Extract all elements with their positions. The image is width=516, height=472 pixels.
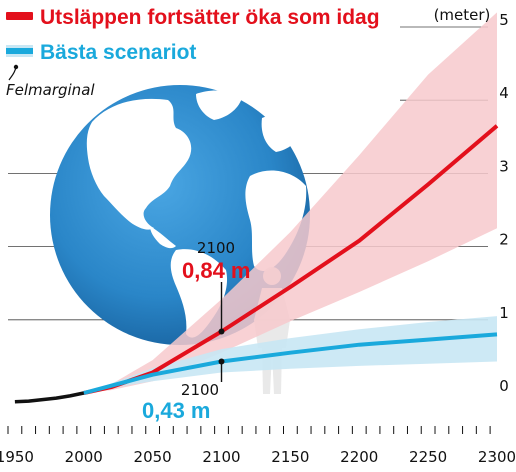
legend-margin-label: Felmarginal: [6, 81, 95, 99]
x-tick-label-2050: 2050: [134, 448, 172, 466]
y-tick-labels: 0 1 2 3 4 5: [499, 11, 509, 395]
best-annotation-value: 0,43 m: [142, 398, 211, 423]
series-layer: [14, 12, 499, 404]
y-unit-label: (meter): [434, 6, 491, 24]
high-scenario-band: [83, 12, 498, 394]
y-tick-label-2: 2: [499, 231, 509, 249]
best-annotation-year: 2100: [181, 381, 219, 399]
margin-marker-line: [8, 66, 17, 81]
high-annotation-value: 0,84 m: [182, 258, 251, 283]
y-tick-label-5: 5: [499, 11, 509, 29]
legend: Utsläppen fortsätter öka som idag Bästa …: [6, 6, 380, 99]
legend-best-label: Bästa scenariot: [40, 41, 196, 64]
x-tick-label-2200: 2200: [340, 448, 378, 466]
x-tick-label-2150: 2150: [271, 448, 309, 466]
x-tick-label-1950: 1950: [0, 448, 34, 466]
y-tick-label-3: 3: [499, 157, 509, 175]
legend-high-swatch: [6, 12, 33, 20]
x-axis: 1950 2000 2050 2100 2150 2200 2250 2300: [0, 426, 516, 466]
x-tick-label-2300: 2300: [478, 448, 516, 466]
x-tick-label-2000: 2000: [65, 448, 103, 466]
x-tick-label-2250: 2250: [409, 448, 447, 466]
y-tick-label-4: 4: [499, 84, 509, 102]
historical-line: [14, 391, 85, 404]
best-scenario-line: [83, 332, 498, 395]
annotations: 2100 0,84 m 2100 0,43 m: [142, 239, 251, 423]
x-tick-label-2100: 2100: [202, 448, 240, 466]
best-annotation-dot: [218, 358, 225, 365]
y-tick-label-0: 0: [499, 377, 509, 395]
high-annotation-year: 2100: [197, 239, 235, 257]
legend-best-swatch: [6, 48, 33, 54]
y-tick-label-1: 1: [499, 304, 509, 322]
legend-high-label: Utsläppen fortsätter öka som idag: [40, 6, 380, 29]
high-annotation-dot: [218, 328, 225, 335]
